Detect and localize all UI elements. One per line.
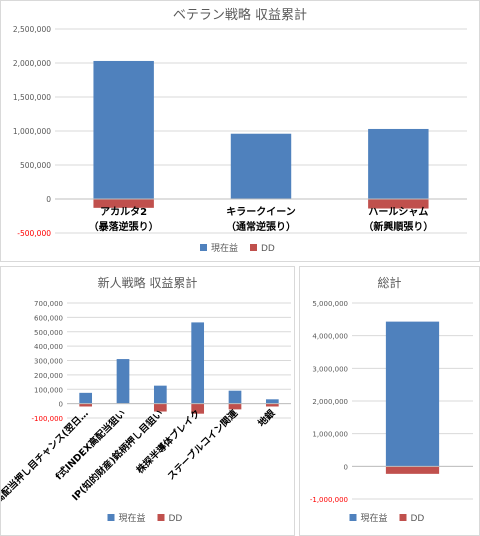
bar-current <box>385 321 440 467</box>
y-tick-label: -500,000 <box>17 229 51 238</box>
y-tick-label: 3,000,000 <box>312 365 348 373</box>
chart-newcomer: 新人戦略 収益累計 -100,000 0 100,000 200,000 300,000 4… <box>1 275 291 524</box>
y-tick-label: 700,000 <box>34 300 63 308</box>
legend-label-dd: DD <box>411 514 425 524</box>
bar-dd <box>265 403 279 407</box>
bar-dd <box>368 199 429 209</box>
y-tick-label: 600,000 <box>34 314 63 322</box>
legend-label-dd: DD <box>169 514 183 524</box>
y-tick-label: 1,500,000 <box>13 93 51 102</box>
category-label: キラークイーン <box>226 206 296 218</box>
y-tick-label: 500,000 <box>34 329 63 337</box>
y-tick-label: 2,500,000 <box>13 25 51 34</box>
chart-title: 総計 <box>377 275 401 290</box>
legend-swatch-current <box>200 244 207 251</box>
chart-veteran: ベテラン戦略 収益累計 -500,000 0 500,000 1,000,000 1,50… <box>13 7 467 254</box>
bar-dd <box>153 403 167 412</box>
y-tick-label: 4,000,000 <box>312 333 348 341</box>
bar-dd <box>385 466 440 474</box>
category-label: （新興順張り） <box>363 220 433 233</box>
legend-swatch-current <box>349 514 357 521</box>
chart-total: 総計 -1,000,000 0 1,000,000 2,000,000 3,000,000… <box>310 275 473 524</box>
category-label: f式INDEX高配当狙い <box>53 407 128 482</box>
y-tick-label: 1,000,000 <box>312 431 348 439</box>
chart-total-panel: 総計 -1,000,000 0 1,000,000 2,000,000 3,000,000… <box>299 266 480 536</box>
category-label: （通常逆張り） <box>226 220 296 233</box>
bar-current <box>265 399 279 404</box>
category-label: アカルタ2 <box>100 206 147 218</box>
bar-current <box>116 359 130 404</box>
chart-newcomer-panel: 新人戦略 収益累計 -100,000 0 100,000 200,000 300,000 4… <box>0 266 295 536</box>
bar-current <box>368 128 429 199</box>
bar-dd <box>93 199 154 208</box>
chart-veteran-panel: ベテラン戦略 収益累計 -500,000 0 500,000 1,000,000 1,50… <box>0 0 480 262</box>
y-tick-label: 0 <box>59 401 63 409</box>
y-tick-label: -100,000 <box>32 415 63 423</box>
bar-dd <box>228 403 242 410</box>
y-tick-label: 500,000 <box>20 161 51 170</box>
chart-title: ベテラン戦略 収益累計 <box>173 7 307 23</box>
legend-swatch-dd <box>399 514 407 521</box>
y-tick-label: 400,000 <box>34 343 63 351</box>
legend-swatch-dd <box>157 514 165 521</box>
bar-current <box>79 392 93 404</box>
category-label: （暴落逆張り） <box>89 220 159 233</box>
y-tick-label: 0 <box>344 463 348 471</box>
chart-title: 新人戦略 収益累計 <box>98 275 198 290</box>
legend-label-current: 現在益 <box>211 242 238 254</box>
legend-label-current: 現在益 <box>361 512 388 524</box>
bar-current <box>153 385 167 404</box>
legend-label-current: 現在益 <box>119 512 146 524</box>
y-tick-label: 100,000 <box>34 386 63 394</box>
y-tick-label: 1,000,000 <box>13 127 51 136</box>
y-tick-label: 2,000,000 <box>312 398 348 406</box>
bar-current <box>191 322 205 404</box>
y-tick-label: 0 <box>46 195 51 204</box>
y-tick-label: 5,000,000 <box>312 300 348 308</box>
y-tick-label: 2,000,000 <box>13 59 51 68</box>
bar-dd <box>191 403 205 414</box>
y-tick-label: 300,000 <box>34 358 63 366</box>
category-label: ハールシャム <box>368 206 428 218</box>
y-tick-label: 200,000 <box>34 372 63 380</box>
legend-swatch-dd <box>250 244 257 251</box>
bar-current <box>93 60 154 200</box>
y-tick-label: -1,000,000 <box>310 496 348 504</box>
bar-current <box>228 390 242 404</box>
legend-swatch-current <box>107 514 115 521</box>
bar-dd <box>79 403 93 407</box>
legend-label-dd: DD <box>261 244 275 254</box>
category-label: 地銀 <box>256 407 278 429</box>
bar-current <box>230 133 292 199</box>
